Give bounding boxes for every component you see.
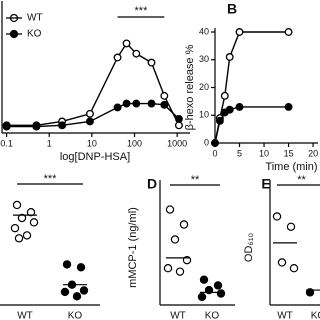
y-axis-label: mMCP-1 (ng/ml): [127, 207, 139, 288]
data-point: [174, 121, 183, 130]
legend-label: KO: [27, 29, 42, 40]
x-tick-label: 10: [87, 138, 97, 148]
x-axis-label: log[DNP-HSA]: [60, 151, 130, 163]
data-point: [160, 91, 169, 100]
data-point: [179, 220, 189, 229]
x-tick-label: WT: [277, 311, 293, 320]
data-point: [170, 235, 180, 244]
panel-label: E: [261, 176, 270, 192]
data-point: [72, 292, 82, 301]
series-line: [6, 102, 180, 128]
data-point: [122, 39, 131, 48]
x-axis-label: Time (min): [265, 161, 317, 173]
data-point: [163, 264, 173, 273]
y-tick-label: 10: [199, 110, 209, 120]
data-point: [85, 109, 94, 118]
data-point: [10, 223, 20, 233]
data-point: [277, 258, 287, 267]
data-point: [85, 117, 94, 126]
data-point: [286, 222, 296, 231]
data-point: [215, 116, 224, 125]
significance-label: **: [297, 174, 306, 186]
data-point: [122, 99, 131, 108]
x-tick-label: 0.1: [0, 138, 13, 148]
data-point: [58, 121, 67, 130]
y-tick-label: 30: [199, 54, 209, 64]
data-point: [220, 91, 229, 100]
data-point: [284, 102, 293, 111]
data-point: [12, 200, 22, 210]
significance-label: ***: [135, 5, 149, 17]
data-point: [216, 289, 226, 298]
data-point: [225, 53, 234, 61]
data-point: [17, 213, 27, 223]
data-point: [14, 234, 24, 243]
x-tick-label: 15: [284, 148, 294, 158]
x-tick-label: KO: [68, 311, 83, 320]
data-point: [160, 100, 169, 109]
data-point: [284, 28, 293, 36]
data-point: [76, 263, 86, 272]
panel-label: B: [227, 1, 237, 17]
data-point: [211, 139, 219, 147]
x-tick-label: 0: [212, 148, 217, 158]
x-tick-label: 1: [47, 138, 52, 148]
x-tick-label: KO: [205, 311, 220, 320]
data-point: [213, 281, 223, 290]
data-point: [132, 49, 141, 58]
data-point: [147, 99, 156, 108]
legend-label: WT: [27, 13, 43, 24]
y-tick-label: 40: [199, 26, 209, 36]
x-tick-label: WT: [17, 311, 33, 320]
data-point: [29, 218, 39, 227]
data-point: [79, 286, 89, 295]
x-tick-label: 100: [127, 138, 142, 148]
significance-label: ***: [44, 173, 58, 185]
y-tick-label: 20: [199, 82, 209, 92]
y-tick-label: 0: [204, 137, 209, 147]
data-point: [32, 122, 41, 131]
x-tick-label: 5: [237, 148, 242, 158]
x-tick-label: KO: [311, 311, 320, 320]
data-point: [62, 260, 72, 269]
data-point: [132, 99, 141, 108]
data-point: [22, 231, 32, 240]
data-point: [289, 264, 299, 273]
data-point: [26, 207, 36, 217]
data-point: [225, 105, 234, 114]
data-point: [147, 58, 156, 67]
data-point: [113, 53, 122, 62]
series-line: [214, 31, 289, 144]
data-point: [174, 114, 183, 123]
panel-label: D: [147, 176, 157, 192]
data-point: [165, 205, 175, 214]
data-point: [235, 102, 244, 111]
x-tick-label: WT: [170, 311, 186, 320]
x-tick-label: 10: [259, 148, 269, 158]
x-tick-label: 20: [308, 148, 318, 158]
data-point: [197, 292, 207, 302]
data-point: [113, 103, 122, 112]
data-point: [2, 122, 11, 131]
data-point: [272, 212, 282, 221]
data-point: [60, 287, 70, 297]
data-point: [235, 28, 244, 36]
data-point: [175, 267, 185, 276]
x-tick-label: 1000: [167, 138, 187, 148]
y-axis-label: OD₆₁₀: [243, 233, 255, 262]
data-point: [199, 275, 209, 284]
significance-label: **: [191, 174, 200, 186]
series-line: [6, 42, 180, 127]
y-axis-label: β-hexo release %: [184, 44, 196, 130]
